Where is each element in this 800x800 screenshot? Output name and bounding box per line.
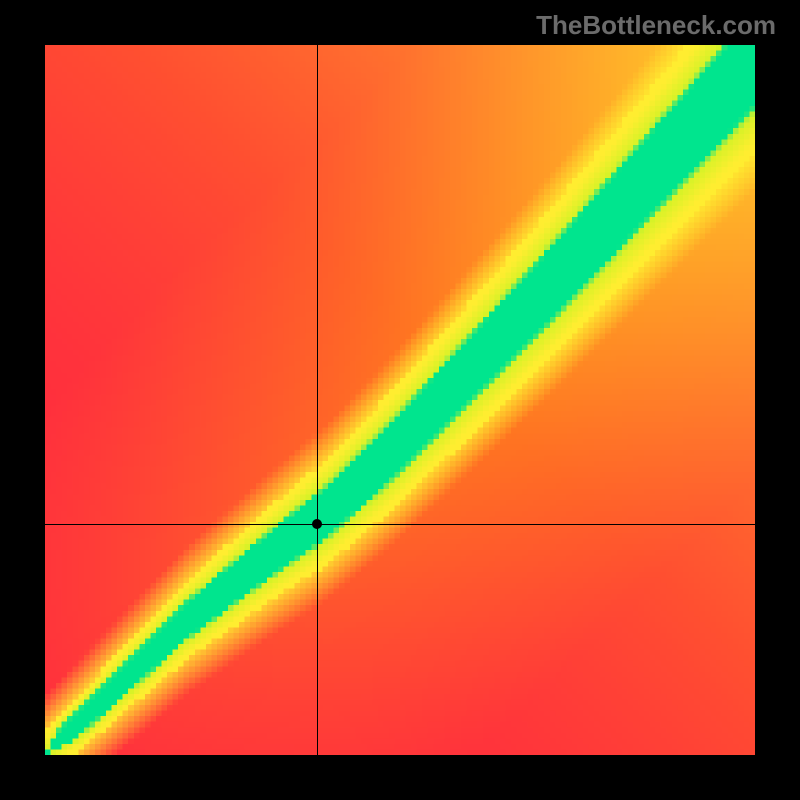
crosshair-vertical <box>317 45 318 755</box>
bottleneck-heatmap <box>45 45 755 755</box>
watermark-text: TheBottleneck.com <box>536 10 776 41</box>
crosshair-marker-point <box>312 519 322 529</box>
crosshair-horizontal <box>45 524 755 525</box>
stage: TheBottleneck.com <box>0 0 800 800</box>
